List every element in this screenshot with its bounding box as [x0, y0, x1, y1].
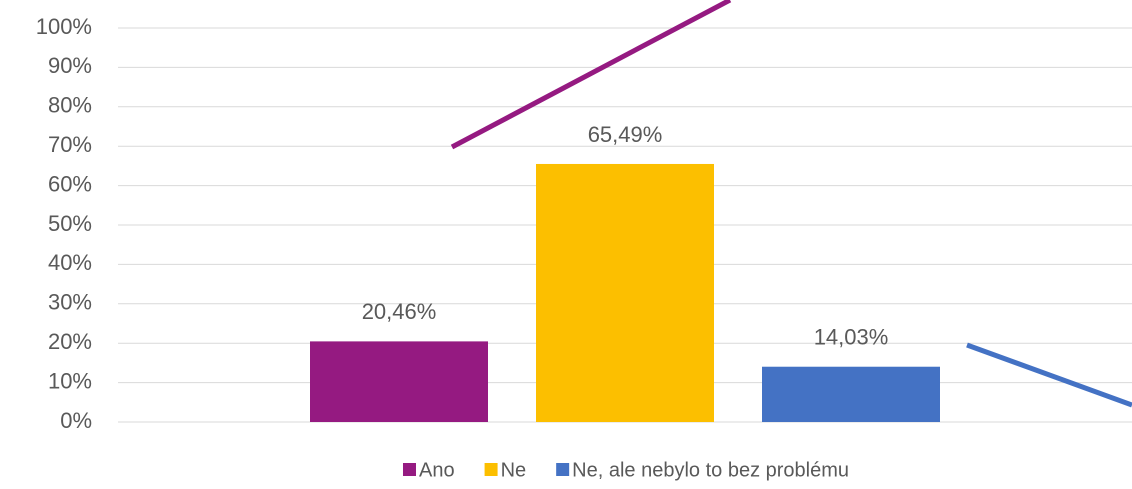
y-tick-label: 10% — [48, 368, 92, 393]
bar — [536, 163, 714, 422]
y-tick-label: 100% — [36, 14, 92, 39]
data-label: 14,03% — [814, 325, 889, 350]
legend: Ano Ne Ne, ale nebylo to bez problému — [402, 459, 849, 481]
bar — [762, 366, 940, 422]
decorative-line — [450, 0, 732, 150]
y-tick-label: 40% — [48, 250, 92, 275]
legend-swatch — [484, 463, 498, 476]
legend-swatch — [402, 463, 416, 476]
y-tick-label: 0% — [60, 408, 92, 433]
y-tick-label: 20% — [48, 329, 92, 354]
data-label: 20,46% — [362, 299, 437, 324]
legend-label: Ne — [501, 459, 527, 481]
data-label: 65,49% — [588, 122, 663, 147]
legend-label: Ano — [419, 459, 455, 481]
y-tick-label: 60% — [48, 171, 92, 196]
y-tick-label: 30% — [48, 290, 92, 315]
y-tick-label: 70% — [48, 132, 92, 157]
bar — [310, 341, 488, 422]
legend-label: Ne, ale nebylo to bez problému — [572, 459, 849, 481]
decorative-line — [966, 342, 1132, 408]
y-tick-label: 90% — [48, 53, 92, 78]
y-tick-label: 80% — [48, 93, 92, 118]
y-tick-label: 50% — [48, 211, 92, 236]
legend-swatch — [556, 463, 570, 476]
